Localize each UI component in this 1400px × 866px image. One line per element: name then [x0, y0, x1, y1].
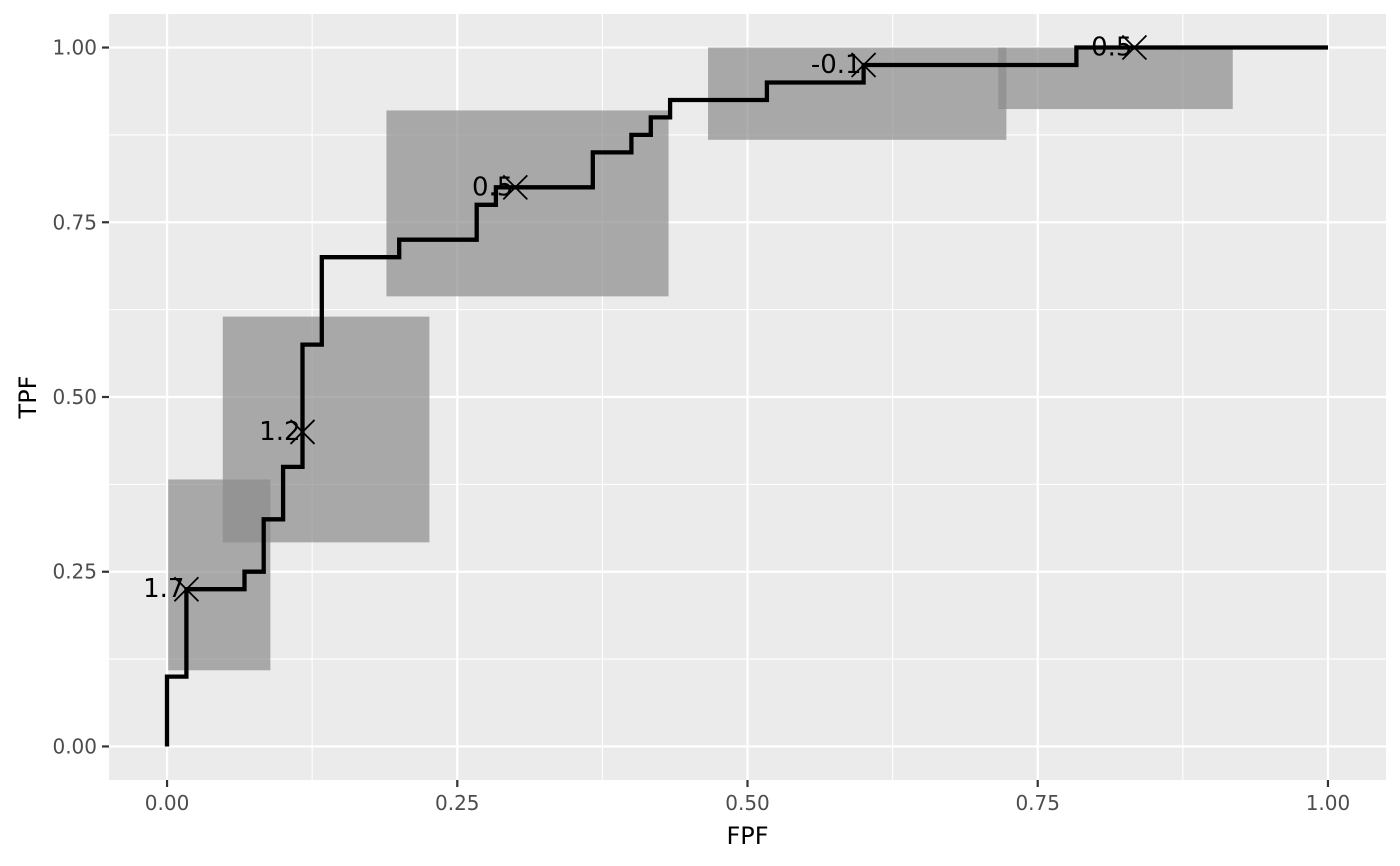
y-tick-label: 0.00 [52, 734, 97, 758]
cutoff-label: 1.2 [259, 417, 300, 447]
cutoff-marker [502, 174, 528, 200]
cutoff-label: 1.7 [143, 574, 184, 604]
x-tick-label: 0.25 [435, 791, 480, 815]
x-axis-title: FPF [726, 822, 768, 850]
cutoff-label: -0.1 [811, 50, 862, 80]
confidence-region [386, 110, 669, 297]
confidence-region [222, 316, 430, 543]
cutoff-points [173, 34, 1148, 602]
roc-curve-line [164, 45, 1328, 747]
y-tick-label: 0.50 [52, 385, 97, 409]
y-tick-label: 0.75 [52, 210, 97, 234]
x-axis-ticks: 0.00 0.25 0.50 0.75 1.00 [145, 780, 1350, 815]
cutoff-labels: 1.7 1.2 0.5 -0.1 -0.5 [143, 33, 1132, 605]
y-axis-title: TPF [14, 376, 42, 420]
x-tick-label: 0.75 [1015, 791, 1060, 815]
cutoff-label: 0.5 [472, 172, 513, 202]
cutoff-marker [1121, 34, 1148, 61]
cutoff-label: -0.5 [1082, 33, 1133, 63]
confidence-region [998, 47, 1233, 110]
y-axis-ticks: 0.00 0.25 0.50 0.75 1.00 [52, 36, 109, 758]
cutoff-marker [850, 52, 877, 78]
y-tick-label: 0.25 [52, 560, 97, 584]
cutoff-marker [173, 576, 200, 602]
x-tick-label: 0.00 [145, 791, 190, 815]
x-tick-label: 0.50 [725, 791, 770, 815]
cutoff-marker [289, 419, 316, 445]
x-tick-label: 1.00 [1306, 791, 1351, 815]
y-tick-label: 1.00 [52, 36, 97, 60]
